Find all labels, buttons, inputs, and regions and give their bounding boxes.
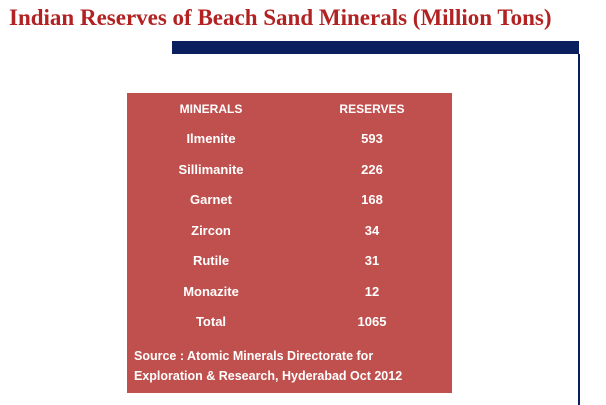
total-label: Total bbox=[195, 314, 227, 329]
mineral-name: Garnet bbox=[190, 192, 232, 207]
reserve-value: 593 bbox=[361, 131, 383, 146]
reserve-value: 168 bbox=[361, 192, 383, 207]
reserve-value: 226 bbox=[361, 162, 383, 177]
total-value: 1065 bbox=[357, 314, 387, 329]
reserves-table-panel: MINERALS RESERVES Ilmenite 593 Sillimani… bbox=[127, 93, 452, 393]
source-line: Source : Atomic Minerals Directorate for bbox=[134, 349, 374, 363]
mineral-name: Sillimanite bbox=[178, 162, 244, 177]
page-title: Indian Reserves of Beach Sand Minerals (… bbox=[9, 5, 552, 30]
reserve-value: 31 bbox=[364, 253, 380, 268]
mineral-name: Rutile bbox=[192, 253, 230, 268]
column-header-reserves: RESERVES bbox=[339, 102, 405, 116]
mineral-name: Ilmenite bbox=[186, 131, 236, 146]
column-header-minerals: MINERALS bbox=[179, 102, 243, 116]
mineral-name: Zircon bbox=[191, 223, 231, 238]
source-line: Exploration & Research, Hyderabad Oct 20… bbox=[134, 369, 403, 383]
reserve-value: 12 bbox=[364, 284, 380, 299]
reserve-value: 34 bbox=[364, 223, 380, 238]
source-note: Source : Atomic Minerals Directorate for… bbox=[134, 346, 446, 386]
mineral-name: Monazite bbox=[183, 284, 239, 299]
title-accent-bar bbox=[172, 41, 579, 54]
right-accent-rule bbox=[578, 54, 580, 405]
